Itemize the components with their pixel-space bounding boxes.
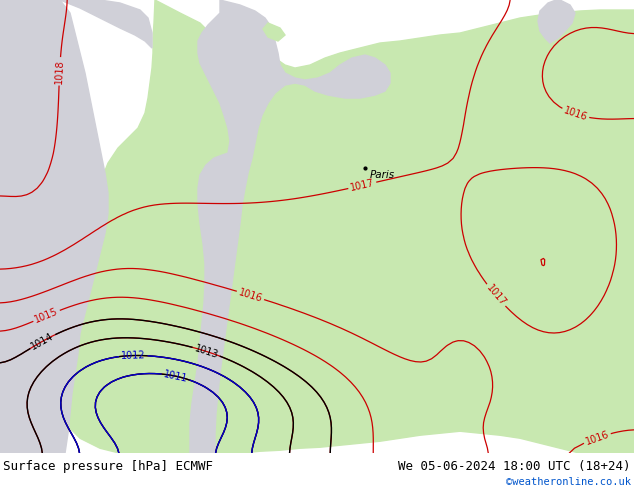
Polygon shape: [538, 0, 575, 43]
Polygon shape: [190, 0, 390, 453]
Text: 1011: 1011: [163, 369, 189, 384]
Text: 1017: 1017: [484, 283, 508, 308]
Text: 1016: 1016: [237, 287, 264, 304]
Text: 1013: 1013: [193, 343, 219, 360]
Text: 1017: 1017: [349, 178, 375, 193]
Text: 1012: 1012: [120, 350, 146, 361]
Polygon shape: [50, 0, 634, 453]
Text: 1014: 1014: [29, 331, 56, 351]
Text: ©weatheronline.co.uk: ©weatheronline.co.uk: [506, 477, 631, 487]
Text: 1016: 1016: [584, 429, 611, 447]
Text: Paris: Paris: [370, 170, 395, 180]
Text: 1016: 1016: [562, 105, 588, 122]
Polygon shape: [0, 0, 108, 453]
Text: 1018: 1018: [54, 59, 65, 84]
Text: Surface pressure [hPa] ECMWF: Surface pressure [hPa] ECMWF: [3, 460, 213, 473]
Polygon shape: [263, 23, 285, 41]
Text: We 05-06-2024 18:00 UTC (18+24): We 05-06-2024 18:00 UTC (18+24): [399, 460, 631, 473]
Polygon shape: [60, 0, 152, 48]
Text: 1015: 1015: [33, 306, 60, 325]
